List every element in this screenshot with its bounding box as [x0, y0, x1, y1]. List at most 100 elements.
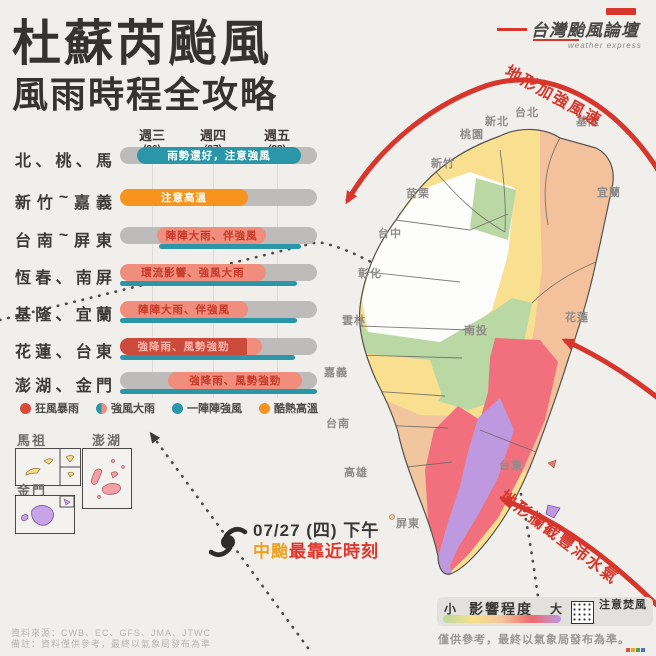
- region-label: 花蓮、台東: [15, 344, 112, 361]
- legend-item: 強風大雨: [96, 400, 155, 416]
- main-title: 杜蘇芮颱風: [12, 17, 273, 71]
- sub-title: 風雨時程全攻略: [12, 74, 279, 115]
- county-label: 屏東: [396, 518, 420, 530]
- county-label: 台北: [515, 107, 539, 119]
- orchid-island: [545, 504, 561, 519]
- typhoon-icon: [208, 527, 248, 557]
- closest-time-label: 中颱最靠近時刻: [253, 537, 379, 562]
- region-label: 基隆、宜蘭: [15, 307, 112, 324]
- logo-title: 台灣颱風論壇: [531, 21, 639, 40]
- wind-underline-segment: [120, 389, 317, 394]
- impact-title: 影響程度: [469, 601, 533, 617]
- county-label: 台東: [499, 460, 523, 472]
- wind-underline-segment: [120, 318, 298, 323]
- county-label: 苗栗: [406, 188, 430, 200]
- green-island: [547, 459, 557, 469]
- impact-large: 大: [550, 602, 563, 616]
- legend-dot: [172, 402, 183, 414]
- logo-badge: [606, 8, 636, 15]
- impact-small: 小: [444, 602, 457, 616]
- timeline-track: 陣陣大雨、伴強風: [120, 301, 317, 323]
- closest-moment: 最靠近時刻: [289, 542, 379, 561]
- impact-legend: 小 影響程度 大 注意焚風: [437, 597, 653, 626]
- typhoon-track-line: [0, 240, 542, 650]
- logo-underline: [533, 39, 579, 41]
- liuqiu-island: [389, 514, 395, 520]
- wind-underline-segment: [120, 355, 296, 360]
- county-label: 花蓮: [565, 312, 589, 324]
- impact-gradient-bar: [443, 615, 561, 623]
- island-outline: [358, 128, 614, 575]
- timeline-segment: 注意高溫: [120, 189, 249, 206]
- timeline-track: 環流影響、強風大雨: [120, 264, 317, 286]
- weekday-label: 週五: [263, 128, 290, 143]
- weekday-label: 週四: [199, 128, 226, 143]
- region-label: 恆春、南屏: [15, 270, 112, 287]
- county-label: 桃園: [460, 129, 484, 141]
- legend-item: 酷熱高溫: [259, 400, 318, 416]
- legend-dot: [259, 402, 270, 414]
- arrow-wind-speedup: [345, 77, 656, 205]
- typhoon-intensity: 中颱: [253, 542, 289, 561]
- county-label: 台中: [378, 228, 402, 240]
- legend-label: 強風大雨: [111, 403, 155, 415]
- region-label: 新竹 ~ 嘉義: [15, 189, 112, 212]
- arrow-moisture: [499, 497, 656, 608]
- region-label: 台南 ~ 屏東: [15, 227, 112, 250]
- timeline-track: 注意高溫: [120, 189, 317, 206]
- county-label: 彰化: [358, 268, 382, 280]
- timeline-track: 雨勢還好，注意強風: [120, 147, 317, 164]
- inset-box-matsu: [15, 448, 81, 486]
- county-label: 新北: [485, 116, 509, 128]
- timeline-track: 陣陣大雨、伴強風: [120, 227, 317, 249]
- foehn-pattern-swatch: [571, 601, 594, 624]
- timeline-segment: 陣陣大雨、伴強風: [157, 227, 266, 244]
- timeline-segment: 雨勢還好，注意強風: [136, 147, 302, 164]
- timeline-chart: 週三(26)週四(27)週五(28)北、桃、馬雨勢還好，注意強風新竹~嘉義注意高…: [0, 0, 340, 420]
- legend-dot: [96, 402, 107, 414]
- wind-underline-segment: [159, 244, 302, 249]
- foehn-label: 注意焚風: [599, 599, 647, 611]
- legend-label: 一陣陣強風: [187, 403, 242, 415]
- timeline-segment: 強降雨、風勢強勁: [168, 372, 303, 389]
- chart-legend: 狂風暴雨 強風大雨 一陣陣強風 酷熱高溫: [20, 400, 318, 416]
- timeline-segment: 強降雨、風勢強勁: [120, 338, 248, 355]
- timeline-segment: 陣陣大雨、伴強風: [120, 301, 249, 318]
- county-label: 新竹: [431, 158, 455, 170]
- county-label: 高雄: [344, 467, 368, 479]
- region-label: 澎湖、金門: [15, 378, 112, 395]
- county-label: 台南: [326, 418, 350, 430]
- closest-time-date: 07/27 (四) 下午: [253, 521, 380, 540]
- legend-label: 狂風暴雨: [35, 403, 79, 415]
- legend-label: 酷熱高溫: [274, 403, 318, 415]
- county-label: 嘉義: [324, 367, 348, 379]
- wind-underline-segment: [120, 281, 298, 286]
- county-label: 宜蘭: [597, 187, 621, 199]
- inset-label-penghu: 澎湖: [92, 433, 123, 448]
- county-label: 南投: [464, 325, 488, 337]
- weekday-label: 週三: [138, 128, 165, 143]
- inset-box-kinmen: [15, 495, 75, 534]
- logo-subtitle: weather express: [568, 41, 642, 50]
- impact-disclaimer: 僅供參考，最終以氣象局發布為準。: [438, 634, 630, 646]
- timeline-track: 強降雨、風勢強勁: [120, 372, 317, 394]
- legend-item: 狂風暴雨: [20, 400, 79, 416]
- timeline-track: 強降雨、風勢強勁: [120, 338, 317, 360]
- legend-dot: [20, 402, 31, 414]
- region-label: 北、桃、馬: [15, 153, 112, 170]
- county-label: 雲林: [342, 315, 366, 327]
- data-source: 資料來源：CWB、EC、GFS、JMA、JTWC: [11, 628, 211, 638]
- terrain-arrows: [345, 77, 656, 608]
- inset-label-matsu: 馬祖: [17, 433, 48, 448]
- logo-dash: [497, 28, 527, 31]
- legend-item: 一陣陣強風: [172, 400, 242, 416]
- footer-note: 備註：資料僅供參考，最終以氣象局發布為準: [11, 639, 212, 649]
- arrow-east-coast: [561, 338, 656, 400]
- inset-label-kinmen: 金門: [17, 483, 48, 498]
- inset-box-penghu: [82, 448, 132, 509]
- county-label: 基隆: [576, 116, 600, 128]
- timeline-segment: 環流影響、強風大雨: [120, 264, 266, 281]
- color-mark: [626, 648, 645, 652]
